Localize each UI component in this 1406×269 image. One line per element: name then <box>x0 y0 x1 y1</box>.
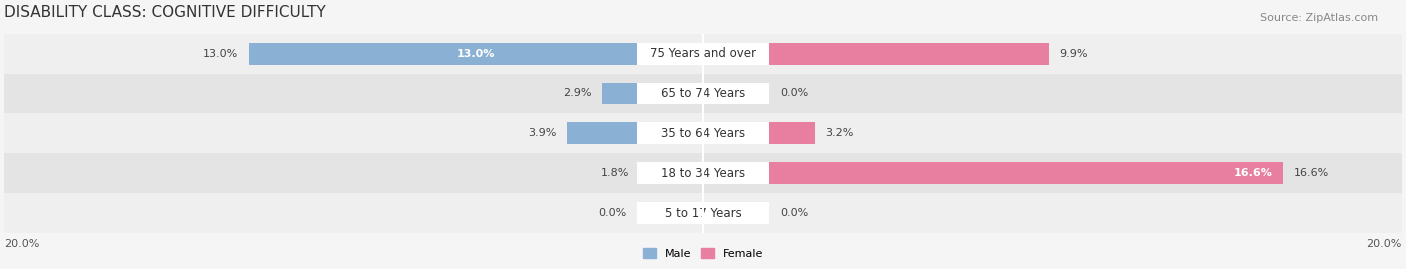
Bar <box>637 83 769 104</box>
Text: 35 to 64 Years: 35 to 64 Years <box>661 127 745 140</box>
Text: DISABILITY CLASS: COGNITIVE DIFFICULTY: DISABILITY CLASS: COGNITIVE DIFFICULTY <box>4 5 326 20</box>
Text: 3.9%: 3.9% <box>527 128 557 138</box>
Bar <box>640 162 703 184</box>
Text: 3.2%: 3.2% <box>825 128 853 138</box>
Text: 0.0%: 0.0% <box>598 208 626 218</box>
Text: 13.0%: 13.0% <box>202 49 238 59</box>
Bar <box>567 122 703 144</box>
Bar <box>249 43 703 65</box>
Bar <box>4 193 1402 233</box>
Bar <box>4 153 1402 193</box>
Text: 9.9%: 9.9% <box>1059 49 1088 59</box>
Bar <box>4 114 1402 153</box>
Text: 1.8%: 1.8% <box>602 168 630 178</box>
Bar <box>637 43 769 65</box>
Text: 16.6%: 16.6% <box>1294 168 1329 178</box>
Bar <box>703 122 815 144</box>
Text: 65 to 74 Years: 65 to 74 Years <box>661 87 745 100</box>
Text: 18 to 34 Years: 18 to 34 Years <box>661 167 745 180</box>
Text: 13.0%: 13.0% <box>457 49 495 59</box>
Text: 20.0%: 20.0% <box>4 239 39 249</box>
Text: Source: ZipAtlas.com: Source: ZipAtlas.com <box>1260 13 1378 23</box>
Legend: Male, Female: Male, Female <box>638 244 768 263</box>
Bar <box>703 43 1049 65</box>
Bar <box>4 73 1402 114</box>
Text: 0.0%: 0.0% <box>780 89 808 98</box>
Text: 5 to 17 Years: 5 to 17 Years <box>665 207 741 220</box>
Bar <box>637 162 769 184</box>
Text: 2.9%: 2.9% <box>562 89 591 98</box>
Bar <box>602 83 703 104</box>
Bar <box>703 162 1284 184</box>
Text: 20.0%: 20.0% <box>1367 239 1402 249</box>
Bar <box>637 122 769 144</box>
Bar <box>4 34 1402 73</box>
Text: 75 Years and over: 75 Years and over <box>650 47 756 60</box>
Bar <box>637 202 769 224</box>
Text: 16.6%: 16.6% <box>1233 168 1272 178</box>
Text: 0.0%: 0.0% <box>780 208 808 218</box>
